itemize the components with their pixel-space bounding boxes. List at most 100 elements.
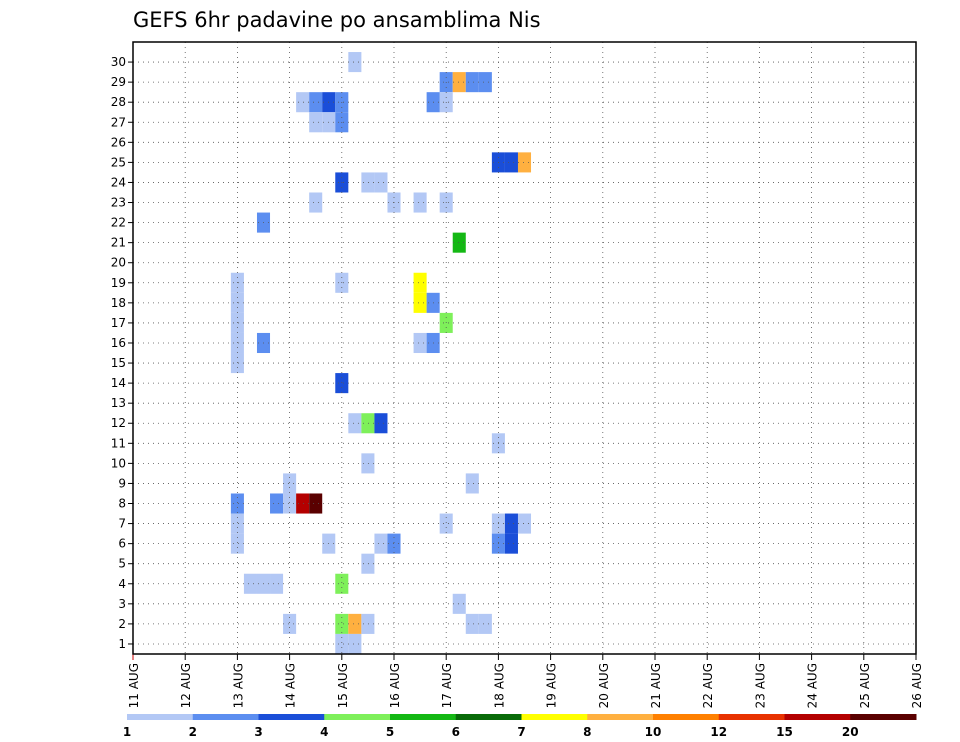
x-axis: 11 AUG 12 AUG 13 AUG 14 AUG 15 AUG 16 AUG 17 A… — [127, 654, 924, 708]
y-tick-label: 22 — [111, 216, 126, 230]
heatmap-cell — [361, 172, 375, 193]
y-tick-label: 21 — [111, 236, 126, 250]
colorbar-swatch — [324, 714, 391, 720]
colorbar-label: 3 — [254, 725, 262, 739]
x-tick-label: 20 AUG — [597, 663, 611, 708]
y-tick-label: 5 — [118, 557, 126, 571]
y-tick-label: 11 — [111, 436, 126, 450]
y-tick-label: 6 — [118, 537, 126, 551]
y-tick-label: 25 — [111, 155, 126, 169]
heatmap-cell — [452, 72, 466, 93]
y-tick-label: 4 — [118, 577, 126, 591]
heatmap-cell — [413, 192, 427, 213]
colorbar-label: 12 — [710, 725, 727, 739]
heatmap-cell — [230, 513, 244, 534]
heatmap-cell — [296, 92, 310, 113]
heatmap-cell — [270, 573, 284, 594]
colorbar-label: 4 — [320, 725, 328, 739]
y-tick-label: 30 — [111, 55, 126, 69]
colorbar-label: 8 — [583, 725, 591, 739]
heatmap-cell — [504, 152, 518, 173]
x-tick-label: 15 AUG — [336, 663, 350, 708]
colorbar-swatch — [587, 714, 654, 720]
colorbar: 1 2 3 4 5 6 7 8 10 12 15 20 — [123, 714, 917, 739]
y-tick-label: 12 — [111, 416, 126, 430]
x-tick-label: 19 AUG — [545, 663, 559, 708]
heatmap-cell — [452, 593, 466, 614]
heatmap-cell — [283, 613, 297, 634]
heatmap-cell — [361, 553, 375, 574]
heatmap-cell — [504, 533, 518, 554]
plot-frame — [132, 41, 917, 655]
colorbar-swatch — [850, 714, 917, 720]
heatmap-cell — [452, 232, 466, 253]
heatmap-cell — [361, 613, 375, 634]
colorbar-label: 1 — [123, 725, 131, 739]
x-tick-label: 25 AUG — [858, 663, 872, 708]
heatmap-cell — [309, 493, 323, 514]
y-tick-label: 14 — [111, 376, 126, 390]
heatmap-cell — [283, 473, 297, 494]
x-tick-label: 23 AUG — [753, 663, 767, 708]
heatmap-cell — [309, 112, 323, 133]
grid-lines — [133, 42, 916, 654]
heatmap-cell — [335, 573, 349, 594]
heatmap-cell — [243, 573, 257, 594]
heatmap-cell — [504, 513, 518, 534]
x-tick-label: 24 AUG — [806, 663, 820, 708]
heatmap-cell — [413, 272, 427, 293]
y-tick-label: 23 — [111, 196, 126, 210]
heatmap-cell — [465, 613, 479, 634]
heatmap-cell — [270, 493, 284, 514]
x-tick-label: 17 AUG — [440, 663, 454, 708]
colorbar-swatch — [784, 714, 851, 720]
heatmap-cells — [230, 52, 532, 654]
y-tick-label: 10 — [111, 456, 126, 470]
heatmap-cell — [230, 493, 244, 514]
heatmap-cell — [296, 493, 310, 514]
y-tick-label: 9 — [118, 476, 126, 490]
heatmap-cell — [230, 353, 244, 374]
heatmap-cell — [478, 72, 492, 93]
y-tick-label: 7 — [118, 517, 126, 531]
y-tick-label: 2 — [118, 617, 126, 631]
y-tick-label: 24 — [111, 175, 126, 189]
x-tick-label: 21 AUG — [649, 663, 663, 708]
y-tick-label: 17 — [111, 316, 126, 330]
heatmap-cell — [283, 493, 297, 514]
colorbar-label: 2 — [189, 725, 197, 739]
y-tick-label: 3 — [118, 597, 126, 611]
y-tick-label: 13 — [111, 396, 126, 410]
colorbar-label: 5 — [386, 725, 394, 739]
y-tick-label: 27 — [111, 115, 126, 129]
x-tick-label: 18 AUG — [492, 663, 506, 708]
heatmap-cell — [335, 613, 349, 634]
y-tick-label: 29 — [111, 75, 126, 89]
x-tick-label: 11 AUG — [127, 663, 141, 708]
y-tick-label: 18 — [111, 296, 126, 310]
heatmap-cell — [230, 533, 244, 554]
heatmap-cell — [335, 373, 349, 394]
colorbar-swatch — [718, 714, 785, 720]
x-tick-label: 26 AUG — [910, 663, 924, 708]
y-tick-label: 8 — [118, 497, 126, 511]
colorbar-swatch — [127, 714, 194, 720]
heatmap-cell — [465, 72, 479, 93]
heatmap-cell — [465, 473, 479, 494]
heatmap-cell — [348, 613, 362, 634]
colorbar-swatch — [192, 714, 259, 720]
heatmap-cell — [517, 513, 532, 534]
y-axis: 1234567891011121314151617181920212223242… — [111, 55, 133, 651]
chart-title: GEFS 6hr padavine po ansamblima Nis — [133, 8, 541, 32]
colorbar-label: 20 — [842, 725, 859, 739]
x-tick-label: 13 AUG — [231, 663, 245, 708]
heatmap-cell — [348, 413, 362, 434]
heatmap-cell — [439, 513, 453, 534]
y-tick-label: 26 — [111, 135, 126, 149]
heatmap-cell — [517, 152, 532, 173]
colorbar-swatch — [390, 714, 457, 720]
heatmap-cell — [348, 633, 362, 654]
y-tick-label: 1 — [118, 637, 126, 651]
y-tick-label: 15 — [111, 356, 126, 370]
x-tick-label: 14 AUG — [284, 663, 298, 708]
